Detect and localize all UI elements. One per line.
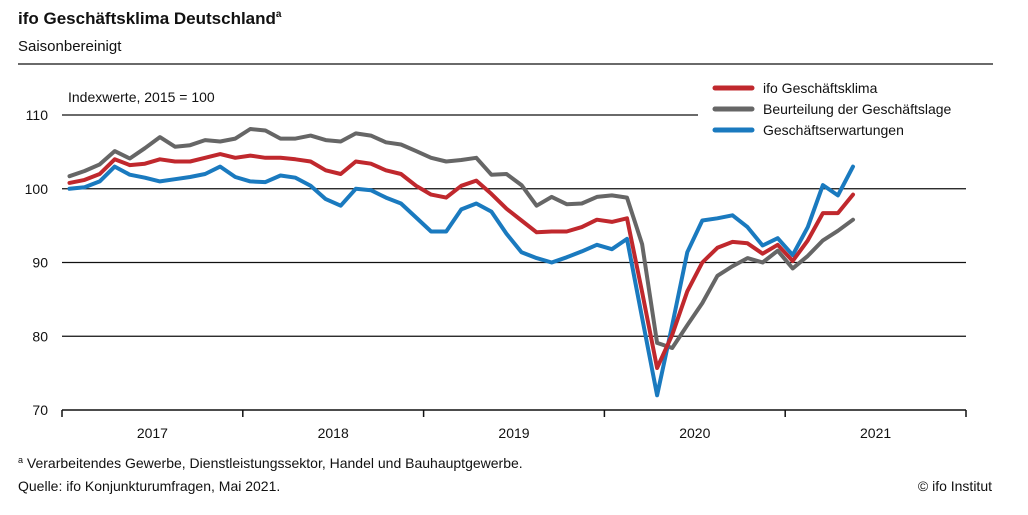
- x-tick-label: 2018: [318, 425, 349, 441]
- unit-label: Indexwerte, 2015 = 100: [68, 89, 215, 105]
- legend-label: Geschäftserwartungen: [763, 122, 904, 138]
- source: Quelle: ifo Konjunkturumfragen, Mai 2021…: [18, 478, 280, 494]
- y-tick-label: 80: [32, 328, 48, 344]
- x-tick-label: 2017: [137, 425, 168, 441]
- gridlines: [62, 114, 966, 337]
- series-line-1: [67, 127, 855, 350]
- footnote: a Verarbeitendes Gewerbe, Dienstleistung…: [18, 455, 523, 471]
- legend: ifo Geschäftsklima Beurteilung der Geschä…: [712, 80, 952, 138]
- x-tick-label: 2019: [498, 425, 529, 441]
- series-line-2: [67, 164, 855, 398]
- title-superscript: a: [276, 9, 282, 20]
- y-tick-label: 110: [26, 107, 49, 123]
- chart-subtitle: Saisonbereinigt: [18, 38, 122, 55]
- copyright: © ifo Institut: [918, 478, 992, 494]
- y-tick-label: 90: [32, 255, 48, 271]
- y-tick-label: 70: [32, 402, 48, 418]
- legend-label: Beurteilung der Geschäftslage: [763, 101, 952, 117]
- legend-label: ifo Geschäftsklima: [763, 80, 878, 96]
- y-axis: 70 80 90 100 110: [25, 107, 49, 418]
- x-tick-label: 2021: [860, 425, 891, 441]
- x-axis: 2017 2018 2019 2020 2021: [61, 409, 967, 441]
- series-lines: [67, 127, 855, 398]
- x-tick-label: 2020: [679, 425, 710, 441]
- chart-title: ifo Geschäftsklima Deutschlanda: [18, 9, 282, 28]
- series-line-0: [67, 152, 855, 370]
- y-tick-label: 100: [25, 181, 49, 197]
